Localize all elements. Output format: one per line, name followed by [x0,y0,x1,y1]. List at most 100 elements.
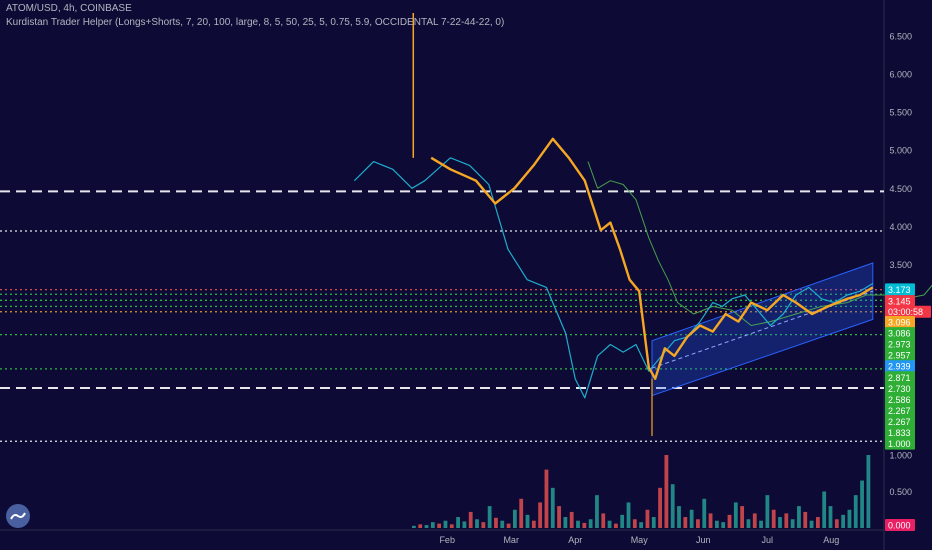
volume-bar-45 [696,519,700,528]
price-badge-2 [885,305,931,318]
y-tick-label-11: 6.500 [889,31,912,41]
volume-bar-46 [702,498,707,528]
price-badge-label-11: 2.267 [888,406,911,416]
volume-bar-19 [531,520,536,528]
x-tick-label-1: Mar [503,535,519,545]
volume-bar-51 [733,502,738,528]
y-tick-label-7: 4.500 [889,184,912,194]
regression-channel [651,262,874,397]
volume-bar-48 [714,520,719,528]
volume-bar-36 [639,522,644,528]
volume-bar-10 [475,519,479,528]
price-badge-5 [885,338,915,351]
tradingview-logo-icon [6,504,30,528]
x-tick-label-3: May [631,535,649,545]
volume-bar-41 [670,484,675,528]
x-tick-label-5: Jul [761,535,773,545]
price-badge-15 [885,519,915,531]
volume-bar-25 [569,511,574,528]
volume-bar-0 [412,525,416,528]
y-tick-label-5: 3.500 [889,260,912,270]
price-badge-label-5: 2.973 [888,340,911,350]
volume-bar-20 [538,502,543,528]
series-line-secondary [353,157,874,399]
volume-bar-12 [487,506,492,528]
volume-bar-52 [740,506,745,528]
volume-bar-15 [506,523,511,528]
volume-bar-44 [689,509,694,528]
volume-bar-23 [557,506,561,528]
volume-bar-54 [752,513,757,528]
volume-bar-64 [815,517,820,528]
x-tick-label-2: Apr [568,535,582,545]
volume-bar-47 [708,513,713,528]
volume-bar-67 [834,519,839,528]
volume-bar-28 [588,519,593,528]
price-badge-label-6: 2.957 [888,351,911,361]
volume-bar-6 [449,524,454,528]
price-badge-12 [885,415,915,428]
volume-bar-55 [759,520,763,528]
price-badge-4 [885,327,915,340]
volume-bar-68 [841,514,846,528]
volume-bar-35 [632,519,637,528]
volume-bar-42 [677,506,681,528]
price-badge-14 [885,437,915,450]
volume-bar-61 [797,506,801,528]
volume-bar-4 [437,523,442,528]
volume-bar-27 [582,522,587,528]
volume-bar-60 [790,519,795,528]
x-tick-label-0: Feb [439,535,455,545]
series-line-price [430,137,874,380]
volume-bar-17 [519,498,524,528]
y-tick-label-0: 1.000 [889,451,912,461]
volume-bar-22 [550,487,555,528]
price-badge-8 [885,371,915,384]
volume-bar-43 [683,517,688,528]
price-axis-bg [884,0,932,550]
price-badge-1 [885,295,915,308]
series-line-green-trail [587,161,932,326]
volume-bar-21 [544,469,549,528]
volume-bar-53 [746,519,751,528]
volume-bar-32 [613,523,618,528]
volume-bar-39 [658,487,662,528]
price-badge-13 [885,426,915,439]
volume-bar-56 [765,495,770,528]
price-badge-6 [885,349,915,362]
price-badge-11 [885,404,915,417]
volume-bar-9 [468,511,473,528]
price-badge-label-0: 3.173 [888,285,911,295]
price-badge-label-7: 2.939 [888,362,911,372]
x-tick-label-4: Jun [696,535,711,545]
volume-bar-3 [430,522,435,528]
price-badge-label-14: 1.000 [888,439,911,449]
volume-bar-70 [853,495,858,528]
y-tick-label-10: 6.000 [889,70,912,80]
volume-bar-2 [424,525,429,528]
volume-bar-58 [778,517,782,528]
price-badge-3 [885,316,915,329]
y-tick-label-6: 4.000 [889,222,912,232]
price-badge-9 [885,382,915,395]
price-badge-label-4: 3.086 [888,329,911,339]
indicator-label: Kurdistan Trader Helper (Longs+Shorts, 7… [6,17,505,28]
volume-bar-69 [847,509,852,528]
chart-title: ATOM/USD, 4h, COINBASE [6,3,132,14]
volume-bar-29 [595,495,599,528]
volume-bar-5 [443,520,448,528]
volume-bar-30 [601,513,606,528]
volume-bar-1 [418,524,423,528]
x-tick-label-6: Aug [823,535,839,545]
volume-bar-40 [664,455,669,528]
volume-bar-72 [866,455,871,528]
price-badge-7 [885,360,915,373]
volume-bar-71 [860,480,864,528]
y-tick-label-8: 5.000 [889,146,912,156]
price-badge-label-15: 0.000 [888,521,911,531]
volume-bar-33 [620,514,625,528]
volume-bar-26 [576,520,580,528]
price-badge-label-13: 1.833 [888,428,911,438]
